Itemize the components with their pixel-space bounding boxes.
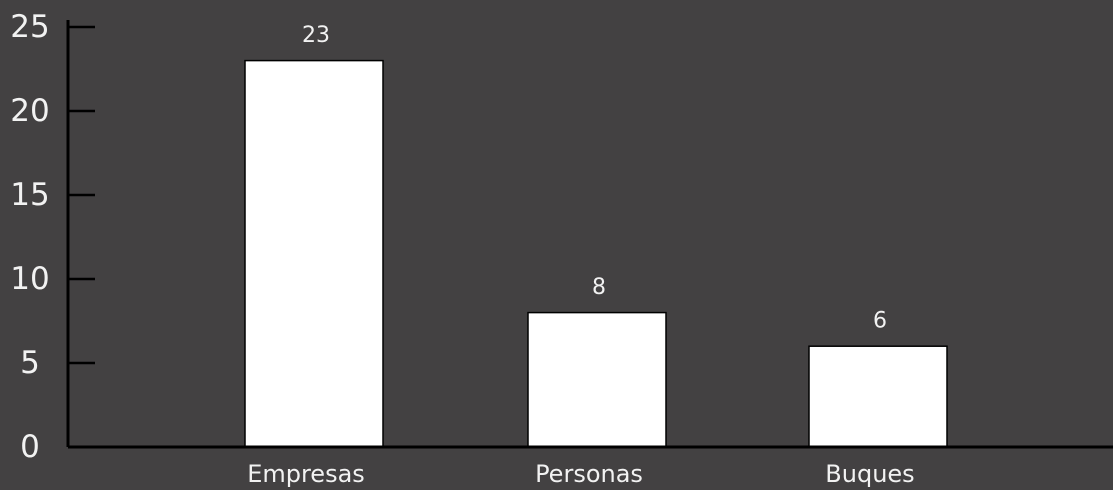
y-axis-ticks: 0 5 10 15 20 25 xyxy=(10,9,95,465)
x-tick-label: Personas xyxy=(535,460,643,488)
y-tick-label: 0 xyxy=(20,429,40,465)
y-tick-label: 15 xyxy=(10,177,49,213)
data-label: 8 xyxy=(592,275,606,300)
bar-buques xyxy=(808,345,948,448)
x-tick-label: Empresas xyxy=(247,460,365,488)
data-label: 6 xyxy=(873,309,887,334)
bar-personas xyxy=(527,311,667,448)
bars-group: 23 Empresas 8 Personas 6 Buques xyxy=(244,23,948,488)
y-tick-label: 25 xyxy=(10,9,49,45)
bar-empresas xyxy=(244,59,384,448)
y-tick-label: 10 xyxy=(10,261,49,297)
y-tick-label: 5 xyxy=(20,345,40,381)
y-tick-label: 20 xyxy=(10,93,49,129)
x-tick-label: Buques xyxy=(825,460,914,488)
data-label: 23 xyxy=(302,23,330,48)
